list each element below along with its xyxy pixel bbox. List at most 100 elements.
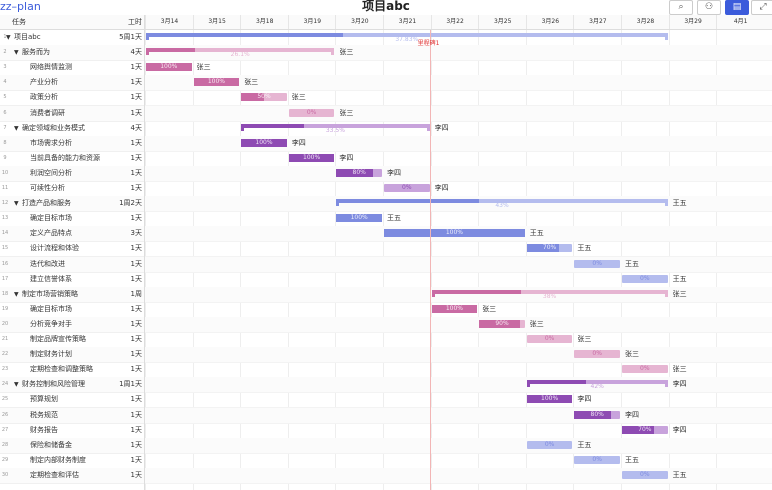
assignee-label: 张三 <box>672 289 687 298</box>
collapse-caret-icon[interactable]: ▼ <box>14 124 19 132</box>
task-bar[interactable]: 100% <box>336 214 382 223</box>
row-number: 5 <box>3 94 7 101</box>
row-number: 17 <box>1 275 9 282</box>
row-number: 15 <box>1 245 9 252</box>
search-icon[interactable]: ⌕ <box>669 0 693 15</box>
task-bar[interactable]: 70% <box>622 425 668 434</box>
task-row[interactable]: 27 财务报告 1天 <box>0 423 145 439</box>
task-bar[interactable]: 70% <box>526 244 573 253</box>
task-row[interactable]: 24 ▼ 财务控制和风险管理 1周1天 <box>0 377 145 394</box>
task-row[interactable]: 12 ▼ 打造产品和服务 1周2天 <box>0 196 145 213</box>
task-bar[interactable]: 100% <box>526 395 573 404</box>
task-row[interactable]: 3 网络舆情监测 1天 <box>0 60 145 77</box>
task-bar[interactable]: 0% <box>622 274 668 283</box>
task-bar[interactable]: 100% <box>146 63 192 72</box>
task-bar[interactable]: 90% <box>479 319 525 328</box>
task-row[interactable]: 8 市场需求分析 1天 <box>0 135 145 152</box>
summary-bar[interactable]: 43% <box>336 199 668 209</box>
task-bar[interactable]: 100% <box>288 153 335 162</box>
summary-cap <box>146 48 149 56</box>
task-row[interactable]: 20 分析竞争对手 1天 <box>0 316 145 333</box>
task-row[interactable]: 29 制定内部财务制度 1天 <box>0 453 145 469</box>
task-bar[interactable]: 0% <box>622 470 668 479</box>
summary-bar[interactable]: 26.1% <box>146 48 335 58</box>
task-progress-fill <box>146 63 192 72</box>
timeline-row <box>145 165 772 182</box>
task-row[interactable]: 19 确定目标市场 1天 <box>0 302 145 318</box>
view-icon[interactable]: ▤ <box>725 0 749 15</box>
task-bar[interactable]: 50% <box>241 93 287 102</box>
summary-cap <box>664 380 668 388</box>
task-bar[interactable]: 0% <box>288 108 335 117</box>
summary-bar[interactable]: 38% <box>431 289 668 300</box>
progress-label: 0% <box>544 335 555 342</box>
task-duration: 1天 <box>130 395 142 404</box>
task-row[interactable]: 9 当前具备的能力和资源 1天 <box>0 151 145 167</box>
summary-bar[interactable]: 33.5% <box>241 123 430 134</box>
progress-label: 0% <box>592 259 602 267</box>
task-row[interactable]: 30 定期检查和评估 1天 <box>0 467 145 484</box>
summary-bar[interactable]: 37.83% <box>146 33 668 43</box>
duration-column-header[interactable]: 工时 <box>128 18 142 26</box>
task-row[interactable]: 2 ▼ 服务而为 4天 <box>0 45 145 62</box>
task-row[interactable]: 4 产业分析 1天 <box>0 75 145 92</box>
task-row[interactable]: 11 可续性分析 1天 <box>0 181 145 198</box>
row-number: 23 <box>1 366 9 373</box>
task-duration: 1周2天 <box>119 199 142 208</box>
task-row[interactable]: 10 利润空间分析 1天 <box>0 165 145 182</box>
task-column-header[interactable]: 任务 <box>12 18 26 26</box>
task-row[interactable]: 15 设计流程和体验 1天 <box>0 241 145 258</box>
app-name[interactable]: zz–plan <box>0 0 41 13</box>
task-duration: 1天 <box>130 214 142 223</box>
grid-separator[interactable] <box>144 15 145 490</box>
task-bar[interactable]: 0% <box>526 440 573 449</box>
task-row[interactable]: 22 制定财务计划 1天 <box>0 347 145 364</box>
task-bar[interactable]: 0% <box>574 455 620 464</box>
task-bar[interactable]: 100% <box>241 138 287 147</box>
summary-bar[interactable]: 42% <box>526 380 668 390</box>
task-row[interactable]: 5 政策分析 1天 <box>0 90 145 107</box>
task-bar[interactable]: 0% <box>384 184 430 192</box>
timeline-row <box>145 467 772 484</box>
task-bar[interactable]: 0% <box>526 335 573 343</box>
task-row[interactable]: 7 ▼ 确定领域和业务模式 4天 <box>0 121 145 137</box>
task-row[interactable]: 23 定期检查和调整策略 1天 <box>0 362 145 379</box>
row-number: 16 <box>1 260 9 267</box>
task-row[interactable]: 17 建立信誉体系 1天 <box>0 272 145 288</box>
row-number: 21 <box>1 336 9 342</box>
people-icon[interactable]: ⚇ <box>697 0 721 15</box>
task-row[interactable]: 28 保险和储备金 1天 <box>0 437 145 454</box>
task-row[interactable]: 25 预算规划 1天 <box>0 392 145 409</box>
task-row[interactable]: 13 确定目标市场 1天 <box>0 211 145 228</box>
task-row[interactable]: 26 税务规范 1天 <box>0 407 145 424</box>
collapse-caret-icon[interactable]: ▼ <box>14 200 19 208</box>
day-header: 3月28 <box>621 15 669 29</box>
collapse-caret-icon[interactable]: ▼ <box>14 49 19 57</box>
task-bar[interactable]: 80% <box>574 410 620 419</box>
summary-progress-fill <box>431 289 522 294</box>
task-bar[interactable]: 80% <box>336 168 382 177</box>
fullscreen-icon[interactable]: ⤢ <box>751 0 772 15</box>
milestone-label[interactable]: 里程碑1 <box>417 40 440 47</box>
task-duration: 1天 <box>130 138 142 147</box>
task-row[interactable]: 1 ▼ 项目abc 5周1天 <box>0 30 145 47</box>
task-bar[interactable]: 0% <box>622 365 668 374</box>
task-row[interactable]: 14 定义产品特点 3天 <box>0 226 145 243</box>
task-row[interactable]: 16 迭代和改进 1天 <box>0 256 145 273</box>
task-duration: 3天 <box>130 229 142 238</box>
progress-label: 100% <box>207 78 225 86</box>
collapse-caret-icon[interactable]: ▼ <box>14 290 19 298</box>
task-bar[interactable]: 0% <box>574 259 620 268</box>
collapse-caret-icon[interactable]: ▼ <box>14 381 19 389</box>
task-row[interactable]: 6 消费者调研 1天 <box>0 105 145 122</box>
row-number: 8 <box>3 139 7 146</box>
progress-label: 100% <box>541 395 559 403</box>
collapse-caret-icon[interactable]: ▼ <box>6 34 11 41</box>
task-row[interactable]: 18 ▼ 制定市场营销策略 1周 <box>0 286 145 303</box>
task-row[interactable]: 21 制定品牌宣传策略 1天 <box>0 332 145 349</box>
summary-cap <box>331 48 335 56</box>
task-bar[interactable]: 100% <box>384 229 525 238</box>
task-bar[interactable]: 100% <box>431 304 478 313</box>
task-bar[interactable]: 100% <box>193 78 240 87</box>
task-bar[interactable]: 0% <box>574 350 620 359</box>
